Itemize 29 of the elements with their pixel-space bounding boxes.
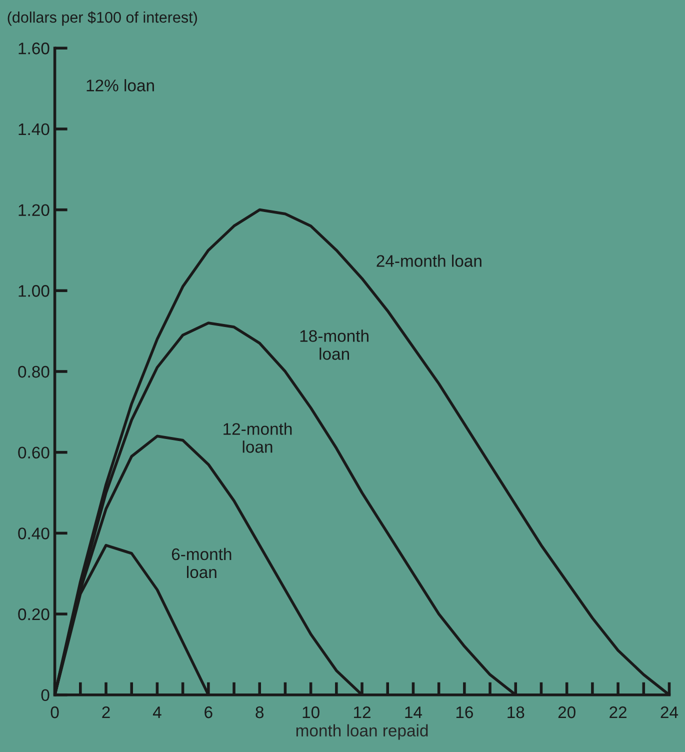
series-label: 12-month loan <box>224 422 292 453</box>
y-tick-label: 1.20 <box>18 204 50 216</box>
x-tick-label: 18 <box>508 706 524 718</box>
y-tick-label: 1.00 <box>18 285 50 297</box>
y-tick-label: 1.40 <box>18 123 50 136</box>
x-tick-label: 12 <box>354 706 370 718</box>
x-tick-label: 20 <box>558 706 576 718</box>
series-label: 6-month loan <box>172 548 232 578</box>
y-tick-label: 0.40 <box>18 528 50 540</box>
x-tick-label: 16 <box>456 706 473 718</box>
x-tick-label: 2 <box>102 706 110 718</box>
y-axis-title: (dollars per $100 of interest) <box>8 11 197 26</box>
x-tick-label: 4 <box>152 706 162 718</box>
x-tick-label: 8 <box>256 706 264 718</box>
x-tick-label: 22 <box>610 706 626 718</box>
y-tick-label: 0.80 <box>18 366 50 378</box>
y-tick-label: 1.60 <box>18 42 50 54</box>
y-tick-label: 0 <box>41 689 50 702</box>
series-label: 18-month loan <box>300 330 368 360</box>
annotation: 12% loan <box>86 79 154 92</box>
x-tick-label: 6 <box>204 706 212 718</box>
x-tick-label: 0 <box>50 706 59 718</box>
series-label: 24-month loan <box>376 254 482 267</box>
x-axis-title: month loan repaid <box>296 724 428 740</box>
y-tick-label: 0.60 <box>18 446 50 459</box>
y-tick-label: 0.20 <box>18 608 50 620</box>
x-tick-label: 14 <box>405 706 422 718</box>
x-tick-label: 10 <box>302 706 320 718</box>
x-tick-label: 24 <box>660 706 678 718</box>
